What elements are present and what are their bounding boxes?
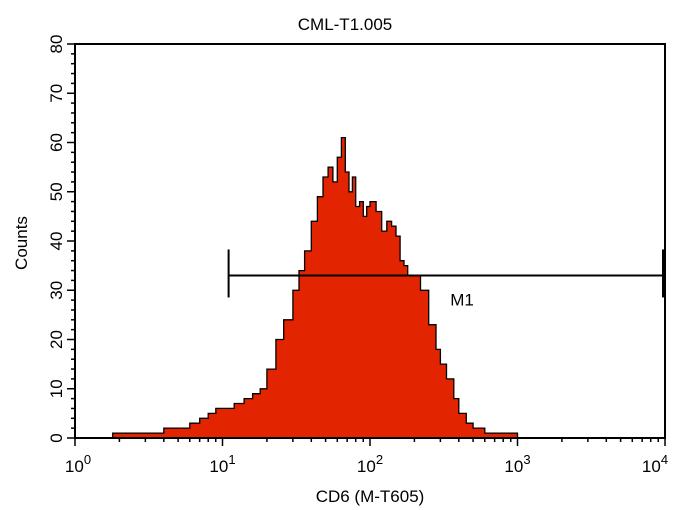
x-tick-label: 101	[209, 452, 235, 476]
x-tick-base: 10	[357, 457, 376, 476]
y-tick-label: 80	[47, 35, 66, 54]
y-tick-label: 50	[47, 182, 66, 201]
chart-title: CML-T1.005	[298, 15, 392, 34]
x-tick-base: 10	[65, 457, 84, 476]
x-tick-exponent: 2	[376, 452, 383, 467]
x-tick-exponent: 3	[523, 452, 530, 467]
y-tick-label: 0	[47, 433, 66, 442]
marker-m1-label: M1	[450, 290, 474, 309]
histogram-layer	[86, 136, 547, 439]
x-tick-label: 103	[504, 452, 530, 476]
x-tick-label: 104	[642, 452, 668, 476]
x-tick-label: 100	[65, 452, 91, 476]
y-tick-label: 70	[47, 84, 66, 103]
x-tick-exponent: 1	[228, 452, 235, 467]
y-tick-label: 40	[47, 232, 66, 251]
histogram-area	[86, 136, 547, 439]
y-tick-label: 60	[47, 133, 66, 152]
plot-frame	[74, 43, 666, 439]
y-axis-label: Counts	[12, 216, 31, 270]
y-tick-label: 30	[47, 281, 66, 300]
y-tick-label: 20	[47, 330, 66, 349]
x-axis-label: CD6 (M-T605)	[316, 487, 425, 506]
x-tick-base: 10	[642, 457, 661, 476]
x-tick-exponent: 0	[84, 452, 91, 467]
x-tick-base: 10	[504, 457, 523, 476]
x-tick-base: 10	[209, 457, 228, 476]
marker-layer: M1	[227, 249, 664, 309]
x-tick-label: 102	[357, 452, 383, 476]
y-tick-label: 10	[47, 379, 66, 398]
x-tick-exponent: 4	[661, 452, 668, 467]
